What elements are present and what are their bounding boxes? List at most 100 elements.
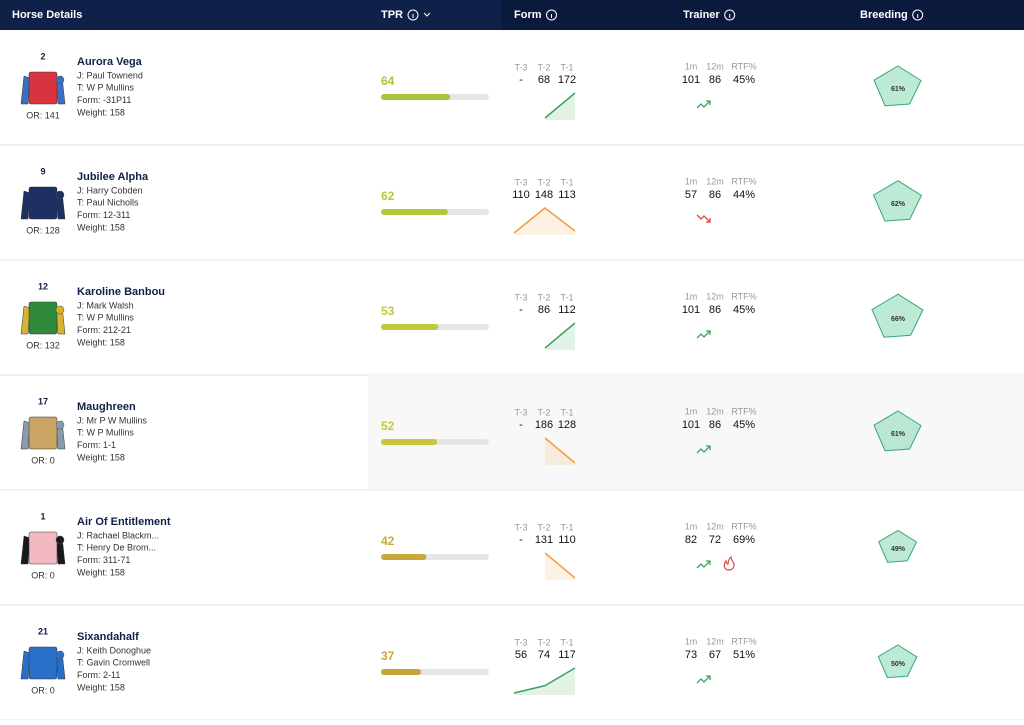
form-value: 112 (558, 304, 576, 316)
official-rating: OR: 128 (26, 225, 60, 235)
trend-up (696, 560, 711, 569)
trainer-stat: 72 (709, 534, 721, 546)
trainer-label: 1m (685, 406, 698, 416)
form-sparkline (544, 322, 576, 349)
form-value: 110 (512, 189, 530, 201)
form-value: 186 (535, 419, 553, 431)
horse-weight: Weight: 158 (77, 452, 125, 462)
trainer-label: 1m (685, 636, 698, 646)
trainer-stat: 101 (682, 419, 700, 431)
breeding-radar (873, 65, 922, 107)
trend-up (696, 445, 711, 454)
breeding-value: 49% (891, 546, 906, 553)
silk-body (28, 71, 58, 105)
horse-jockey: J: Mark Walsh (77, 300, 134, 310)
horse-trainer: T: W P Mullins (77, 428, 134, 438)
silk-cap (55, 190, 65, 200)
trainer-stat: 51% (733, 649, 755, 661)
horse-weight: Weight: 158 (77, 682, 125, 692)
form-value: - (519, 74, 523, 86)
official-rating: OR: 141 (26, 110, 60, 120)
horse-form: Form: 212-21 (77, 325, 131, 335)
form-label: T-1 (560, 177, 573, 187)
form-value: - (519, 419, 523, 431)
horse-form: Form: 311-71 (77, 555, 130, 565)
horse-form: Form: 1-1 (77, 440, 116, 450)
horse-weight: Weight: 158 (77, 107, 125, 117)
horse-jockey: J: Keith Donoghue (77, 645, 151, 655)
trainer-label: RTF% (731, 291, 756, 301)
form-label: T-2 (537, 292, 550, 302)
horse-number: 2 (40, 51, 45, 61)
horse-form: Form: 2-11 (77, 670, 120, 680)
form-value: 56 (515, 649, 527, 661)
trainer-label: RTF% (731, 636, 756, 646)
form-sparkline (544, 92, 576, 119)
horse-trainer: T: Gavin Cromwell (77, 658, 150, 668)
horse-trainer: T: Henry De Brom... (77, 543, 156, 553)
form-label: T-2 (537, 177, 550, 187)
horse-weight: Weight: 158 (77, 222, 125, 232)
form-value: 113 (558, 189, 576, 201)
horse-name[interactable]: Karoline Banbou (77, 286, 165, 298)
horse-jockey: J: Mr P W Mullins (77, 415, 147, 425)
trainer-label: 12m (706, 176, 724, 186)
form-label: T-2 (537, 407, 550, 417)
trainer-label: RTF% (731, 61, 756, 71)
form-area (514, 668, 575, 695)
horse-name[interactable]: Aurora Vega (77, 56, 143, 68)
silk-cap (55, 420, 65, 430)
tpr-bar (381, 209, 448, 215)
official-rating: OR: 0 (31, 570, 55, 580)
trainer-label: 12m (706, 521, 724, 531)
trainer-label: 1m (685, 176, 698, 186)
tpr-bar (381, 439, 438, 445)
info-icon (407, 9, 419, 21)
form-label: T-1 (560, 637, 573, 647)
silk-cap (55, 305, 65, 315)
form-label: T-2 (537, 522, 550, 532)
form-sparkline (513, 667, 576, 694)
horse-name[interactable]: Maughreen (77, 401, 136, 413)
trainer-label: 1m (685, 521, 698, 531)
trainer-label: RTF% (731, 406, 756, 416)
trainer-stat: 45% (733, 74, 755, 86)
breeding-radar (871, 293, 924, 338)
horse-name[interactable]: Air Of Entitlement (77, 516, 171, 528)
form-value: - (519, 304, 523, 316)
form-label: T-3 (514, 407, 527, 417)
horse-name[interactable]: Jubilee Alpha (77, 171, 149, 183)
horse-name[interactable]: Sixandahalf (77, 631, 139, 643)
hot-icon (723, 555, 735, 571)
form-label: T-1 (560, 62, 573, 72)
form-label: T-1 (560, 522, 573, 532)
column-header[interactable]: Breeding (860, 9, 908, 21)
form-label: T-3 (514, 637, 527, 647)
trainer-stat: 69% (733, 534, 755, 546)
silk-body (28, 301, 58, 335)
horse-weight: Weight: 158 (77, 567, 125, 577)
row-hover-bg (368, 375, 1024, 490)
tpr-value: 64 (381, 74, 395, 88)
trainer-stat: 86 (709, 304, 721, 316)
form-value: - (519, 534, 523, 546)
breeding-value: 62% (891, 201, 906, 208)
silk-body (28, 186, 58, 220)
trainer-stat: 73 (685, 649, 697, 661)
column-header[interactable]: Form (514, 9, 542, 21)
trainer-label: 1m (685, 291, 698, 301)
column-header[interactable]: TPR (381, 9, 403, 21)
trainer-label: 12m (706, 406, 724, 416)
column-header[interactable]: Trainer (683, 9, 720, 21)
horse-form: Form: -31P11 (77, 95, 131, 105)
horse-number: 21 (38, 626, 48, 636)
silk-body (28, 531, 58, 565)
horse-number: 9 (40, 166, 45, 176)
horse-trainer: T: W P Mullins (77, 83, 134, 93)
horse-number: 1 (40, 511, 45, 521)
breeding-radar (877, 644, 918, 679)
form-value: 74 (538, 649, 550, 661)
form-label: T-3 (514, 292, 527, 302)
